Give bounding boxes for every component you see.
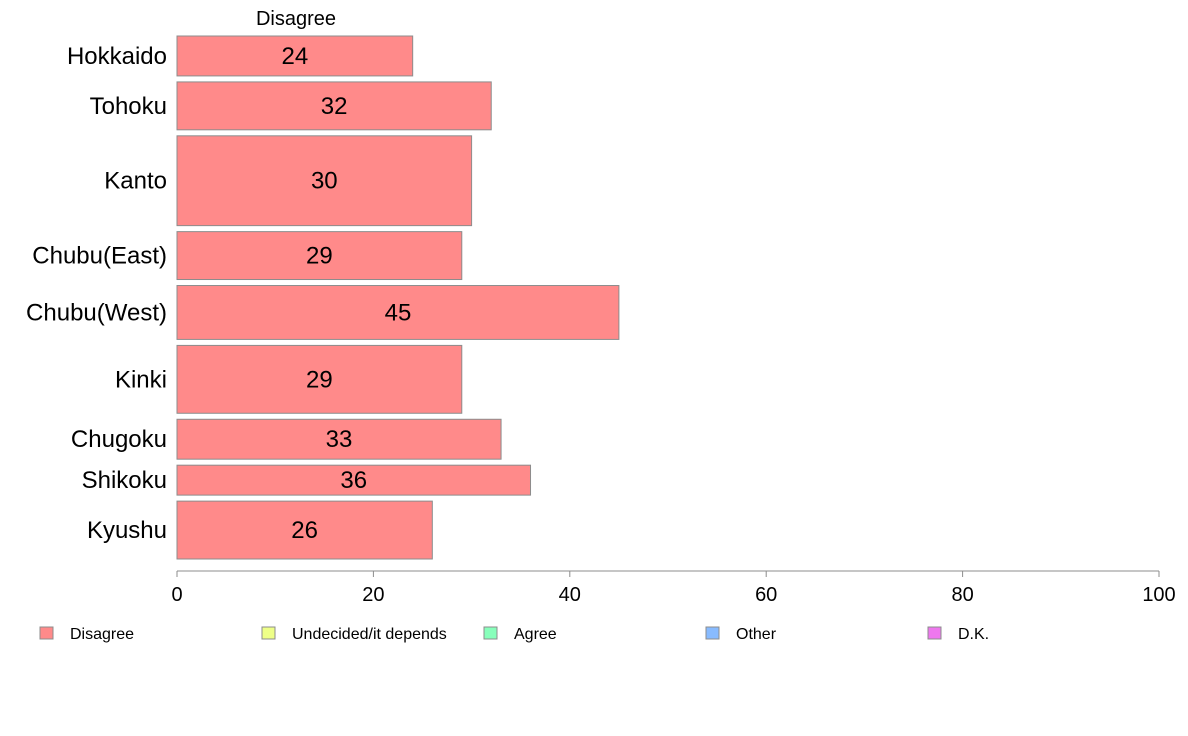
legend-swatch [261, 626, 276, 640]
legend-label: Agree [514, 626, 557, 643]
bar-chugoku [176, 418, 502, 460]
legend-label: Other [736, 626, 777, 643]
data-label: 32 [321, 93, 348, 120]
panel-title: Disagree [256, 8, 336, 30]
data-label: 29 [306, 366, 333, 393]
x-axis: 0 20 40 60 80 100 [171, 570, 1176, 606]
bar-hokkaido [176, 35, 414, 77]
data-label: 26 [291, 517, 318, 544]
category-label: Chugoku [71, 426, 167, 453]
x-tick-label: 100 [1142, 584, 1175, 606]
legend: Disagree Undecided/it depends Agree Other D.… [39, 626, 989, 643]
legend-swatch [705, 626, 720, 640]
data-label: 24 [281, 43, 308, 70]
legend-swatch [483, 626, 498, 640]
category-label: Tohoku [90, 93, 167, 120]
bar-chubu-west [176, 285, 620, 340]
bar-chubu-east [176, 231, 463, 281]
data-label: 33 [326, 426, 353, 453]
legend-label: Undecided/it depends [292, 626, 447, 643]
category-label: Chubu(East) [32, 243, 167, 270]
x-tick-label: 20 [362, 584, 384, 606]
legend-swatch [39, 626, 54, 640]
data-label: 29 [306, 243, 333, 270]
bar-kanto [176, 135, 473, 227]
x-tick-label: 40 [559, 584, 581, 606]
bar-kyushu [176, 500, 433, 560]
bars: 24 Hokkaido 32 Tohoku 30 Kanto 29 Chubu(East) 45… [26, 35, 620, 560]
legend-label: D.K. [958, 626, 989, 643]
x-tick-label: 60 [755, 584, 777, 606]
category-label: Kyushu [87, 517, 167, 544]
category-label: Hokkaido [67, 43, 167, 70]
data-label: 36 [340, 467, 367, 494]
data-label: 45 [385, 299, 412, 326]
bar-shikoku [176, 464, 532, 496]
legend-swatch [927, 626, 942, 640]
data-label: 30 [311, 168, 338, 195]
bar-kinki [176, 344, 463, 414]
category-label: Chubu(West) [26, 299, 167, 326]
bar-tohoku [176, 81, 492, 131]
category-label: Kanto [104, 168, 167, 195]
x-tick-label: 80 [951, 584, 973, 606]
category-label: Kinki [115, 366, 167, 393]
category-label: Shikoku [82, 467, 167, 494]
legend-label: Disagree [70, 626, 134, 643]
x-tick-label: 0 [171, 584, 182, 606]
